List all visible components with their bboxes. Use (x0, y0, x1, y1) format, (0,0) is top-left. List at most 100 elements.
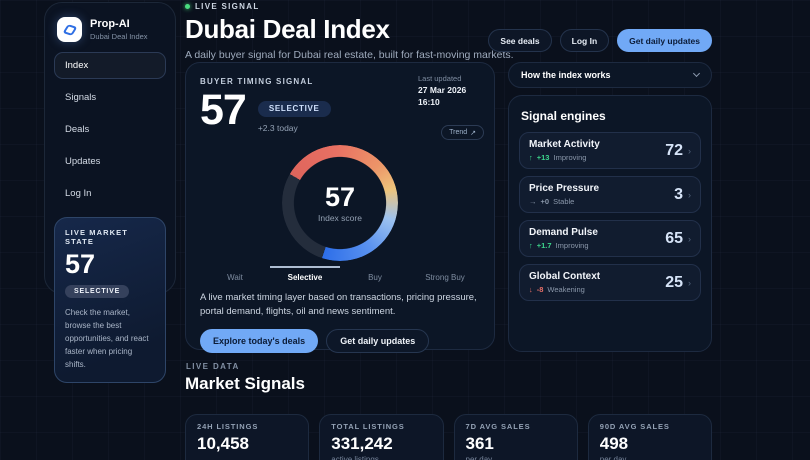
stat-card-90d-avg-sales[interactable]: 90D AVG SALES 498 per day (587, 414, 712, 460)
score-side: SELECTIVE +2.3 today (257, 87, 331, 133)
engine-value: 25 (665, 273, 683, 291)
signal-description: A live market timing layer based on tran… (200, 292, 477, 317)
live-market-state-label: LIVE MARKET STATE (65, 228, 128, 246)
live-signal-label: LIVE SIGNAL (195, 2, 260, 11)
page-header: LIVE SIGNAL Dubai Deal Index A daily buy… (185, 2, 515, 61)
engine-info: Price Pressure → +0 Stable (529, 183, 599, 206)
engine-value-block: 65 › (665, 230, 691, 248)
engine-delta: +13 (536, 153, 550, 162)
stat-sub: active listings (331, 455, 379, 460)
engine-row-market-activity[interactable]: Market Activity ↑ +13 Improving 72 › (519, 132, 701, 169)
how-index-works-label: How the index works (521, 70, 611, 80)
engine-name: Global Context (529, 271, 601, 282)
sidebar: Prop-AI Dubai Deal Index Index Signals D… (44, 2, 176, 383)
scale-buy[interactable]: Buy (368, 273, 382, 282)
header-actions: See deals Log In Get daily updates (185, 29, 712, 52)
sidebar-item-deals[interactable]: Deals (65, 124, 90, 135)
get-daily-updates-button[interactable]: Get daily updates (617, 29, 712, 52)
engine-info: Global Context ↓ -8 Weakening (529, 271, 600, 294)
trend-arrow-icon: ↗ (470, 129, 476, 137)
engine-meta: ↓ -8 Weakening (529, 285, 600, 294)
engine-status: Improving (555, 241, 589, 250)
engine-row-price-pressure[interactable]: Price Pressure → +0 Stable 3 › (519, 176, 701, 213)
engine-status: Improving (553, 153, 587, 162)
gauge-value: 57 (324, 182, 356, 212)
last-updated-block: Last updated 27 Mar 2026 16:10 (418, 74, 480, 107)
engine-value-block: 72 › (665, 142, 691, 160)
scale-selective[interactable]: Selective (270, 266, 340, 282)
stat-value: 331,242 (331, 434, 393, 453)
score-row: 57 SELECTIVE +2.3 today (200, 87, 480, 133)
chevron-down-icon (692, 69, 701, 78)
signal-card-actions: Explore today's deals Get daily updates (200, 329, 480, 353)
trend-button-label: Trend (449, 129, 468, 136)
chevron-right-icon: › (688, 145, 691, 156)
arrow-down-icon: ↓ (529, 285, 533, 294)
engine-delta: +0 (540, 197, 550, 206)
stat-card-24h-listings[interactable]: 24H LISTINGS 10,458 (185, 414, 310, 460)
sidebar-item-updates[interactable]: Updates (65, 156, 101, 167)
live-data-label: LIVE DATA (186, 362, 240, 371)
page-title: Dubai Deal Index (185, 14, 390, 44)
brand[interactable]: Prop-AI Dubai Deal Index (54, 15, 166, 52)
stat-label: 7D AVG SALES (465, 422, 531, 431)
see-deals-button[interactable]: See deals (488, 29, 552, 52)
prop-ai-logo-icon (57, 17, 82, 42)
engine-meta: ↑ +13 Improving (529, 153, 600, 162)
stat-card-total-listings[interactable]: TOTAL LISTINGS 331,242 active listings (319, 414, 444, 460)
signal-engines-title: Signal engines (521, 109, 606, 123)
last-updated-date: 27 Mar 2026 (418, 85, 467, 95)
stat-card-7d-avg-sales[interactable]: 7D AVG SALES 361 per day (453, 414, 578, 460)
engine-info: Market Activity ↑ +13 Improving (529, 139, 600, 162)
arrow-up-icon: ↑ (529, 153, 533, 162)
engine-delta: -8 (536, 285, 544, 294)
buyer-timing-signal-card: BUYER TIMING SIGNAL Last updated 27 Mar … (185, 62, 495, 353)
engine-value: 72 (665, 141, 683, 159)
engine-meta: → +0 Stable (529, 197, 599, 206)
engine-value: 3 (674, 185, 683, 203)
sidebar-item-login[interactable]: Log In (65, 188, 92, 199)
selective-badge: SELECTIVE (257, 100, 331, 117)
explore-deals-button[interactable]: Explore today's deals (200, 329, 319, 353)
engine-row-global-context[interactable]: Global Context ↓ -8 Weakening 25 › (519, 264, 701, 301)
page-subtitle: A daily buyer signal for Dubai real esta… (185, 49, 514, 61)
gauge-ring (282, 145, 398, 261)
live-dot-icon (185, 4, 190, 9)
live-market-state-card: LIVE MARKET STATE 57 SELECTIVE Check the… (54, 217, 166, 383)
market-signals-title: Market Signals (185, 374, 305, 393)
stat-value: 361 (465, 434, 494, 453)
chevron-right-icon: › (688, 233, 691, 244)
trend-button[interactable]: Trend ↗ (441, 125, 484, 140)
get-daily-updates-secondary-button[interactable]: Get daily updates (326, 329, 430, 353)
engine-status: Weakening (547, 285, 585, 294)
signal-engines-card: Signal engines Market Activity ↑ +13 Imp… (508, 95, 712, 352)
stat-label: 90D AVG SALES (599, 422, 670, 431)
signal-scale: Wait Selective Buy Strong Buy (200, 266, 480, 282)
login-button[interactable]: Log In (559, 29, 610, 52)
arrow-up-icon: ↑ (529, 241, 533, 250)
live-signal-row: LIVE SIGNAL (185, 2, 515, 11)
index-score-value: 57 (200, 86, 247, 134)
scale-strong-buy[interactable]: Strong Buy (425, 273, 465, 282)
engine-value: 65 (665, 229, 683, 247)
gauge-caption: Index score (318, 213, 362, 223)
stat-value: 10,458 (197, 434, 249, 453)
stat-sub: per day (465, 455, 493, 460)
engine-row-demand-pulse[interactable]: Demand Pulse ↑ +1.7 Improving 65 › (519, 220, 701, 257)
engine-value-block: 25 › (665, 274, 691, 292)
how-index-works-accordion[interactable]: How the index works (508, 62, 712, 88)
index-gauge: 57 Index score (282, 145, 398, 261)
stat-sub: per day (599, 455, 627, 460)
stat-label: TOTAL LISTINGS (331, 422, 405, 431)
brand-subtitle: Dubai Deal Index (90, 32, 148, 41)
scale-wait[interactable]: Wait (227, 273, 243, 282)
last-updated-time: 16:10 (418, 97, 440, 107)
sidebar-item-signals[interactable]: Signals (65, 92, 97, 103)
engine-info: Demand Pulse ↑ +1.7 Improving (529, 227, 598, 250)
gauge-center: 57 Index score (282, 145, 398, 261)
live-market-state-badge: SELECTIVE (65, 285, 130, 298)
sidebar-item-index[interactable]: Index (54, 52, 166, 79)
last-updated-label: Last updated (418, 74, 462, 83)
engine-name: Price Pressure (529, 183, 600, 194)
